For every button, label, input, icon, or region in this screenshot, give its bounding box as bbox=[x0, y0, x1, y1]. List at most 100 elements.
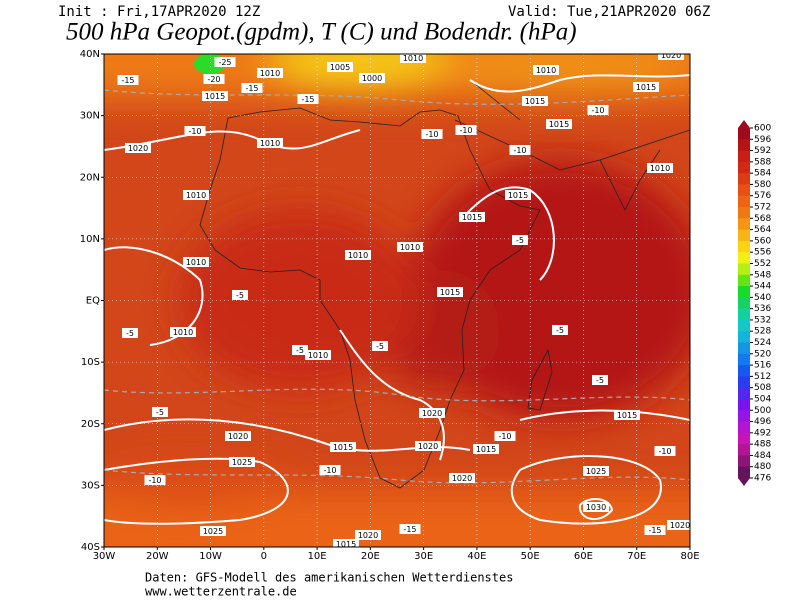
temperature-label: -25 bbox=[218, 58, 231, 67]
colorbar-tick-label: 484 bbox=[754, 451, 771, 461]
colorbar-tick-label: 496 bbox=[754, 417, 771, 427]
pressure-label: 1010 bbox=[348, 251, 368, 260]
pressure-label-box bbox=[583, 466, 609, 476]
pressure-label: 1010 bbox=[186, 191, 206, 200]
pressure-label: 1020 bbox=[418, 442, 438, 451]
temperature-label-box bbox=[319, 465, 341, 475]
colorbar-tick-label: 588 bbox=[754, 157, 771, 167]
colorbar-swatch bbox=[738, 365, 750, 377]
pressure-label: 1020 bbox=[228, 432, 248, 441]
temperature-label-box bbox=[372, 341, 388, 351]
pressure-label-box bbox=[533, 65, 559, 75]
lat-tick-label: 20N bbox=[80, 172, 100, 183]
pressure-label: 1020 bbox=[452, 474, 472, 483]
lon-tick-label: 10W bbox=[199, 551, 222, 562]
pressure-label-box bbox=[473, 444, 499, 454]
colorbar-swatch bbox=[738, 421, 750, 434]
colorbar-swatch bbox=[738, 128, 750, 140]
pressure-label-box bbox=[257, 68, 283, 78]
temperature-label-box bbox=[214, 57, 236, 67]
colorbar-swatch bbox=[738, 252, 750, 264]
lon-tick-label: 30W bbox=[93, 551, 116, 562]
colorbar-swatch bbox=[738, 150, 750, 163]
pressure-label-box bbox=[397, 242, 423, 252]
colorbar-tick-label: 580 bbox=[754, 180, 771, 190]
temperature-label: -15 bbox=[301, 95, 314, 104]
isotherms bbox=[104, 89, 690, 484]
temperature-label-box bbox=[241, 83, 263, 93]
lat-tick-label: 30S bbox=[81, 480, 100, 491]
init-time: Init : Fri,17APR2020 12Z bbox=[58, 4, 260, 20]
colorbar-tip bbox=[738, 478, 750, 486]
colorbar-swatch bbox=[738, 218, 750, 231]
pressure-label-box bbox=[345, 250, 371, 260]
lat-tick-label: 30N bbox=[80, 111, 100, 122]
temperature-label: -10 bbox=[513, 146, 526, 155]
colorbar-tick-label: 516 bbox=[754, 361, 771, 371]
lon-tick-label: 0 bbox=[261, 551, 267, 562]
pressure-label: 1010 bbox=[308, 351, 328, 360]
colorbar-swatch bbox=[738, 398, 750, 411]
pressure-label: 1015 bbox=[440, 288, 460, 297]
title: 500 hPa Geopot.(gpdm), T (C) und Bodendr… bbox=[66, 19, 577, 46]
pressure-label: 1030 bbox=[586, 503, 606, 512]
pressure-label-box bbox=[633, 82, 659, 92]
colorbar-tick-label: 572 bbox=[754, 203, 771, 213]
colorbar-swatch bbox=[738, 410, 750, 423]
colorbar-swatch bbox=[738, 353, 750, 366]
colorbar-swatch bbox=[738, 342, 750, 355]
colorbar-tick-label: 596 bbox=[754, 135, 771, 145]
lat-tick-label: 40N bbox=[80, 49, 100, 60]
colorbar-tick-label: 552 bbox=[754, 259, 771, 269]
colorbar-tick-label: 492 bbox=[754, 428, 771, 438]
pressure-label: 1015 bbox=[333, 443, 353, 452]
colorbar-tick-label: 540 bbox=[754, 293, 771, 303]
pressure-label: 1015 bbox=[476, 445, 496, 454]
colorbar-swatch bbox=[738, 319, 750, 332]
pressure-label: 1025 bbox=[586, 467, 606, 476]
pressure-label-box bbox=[505, 190, 531, 200]
temperature-label-box bbox=[399, 524, 421, 534]
temperature-label-box bbox=[421, 129, 443, 139]
pressure-label-box bbox=[400, 54, 426, 63]
colorbar-tick-label: 532 bbox=[754, 315, 771, 325]
pressure-label: 1025 bbox=[203, 527, 223, 536]
pressure-label-box bbox=[359, 73, 385, 83]
temperature-label-box bbox=[232, 290, 248, 300]
colorbar-tick-label: 568 bbox=[754, 214, 771, 224]
lon-tick-label: 50E bbox=[521, 551, 540, 562]
pressure-label: 1010 bbox=[260, 139, 280, 148]
pressure-label-box bbox=[229, 457, 255, 467]
temperature-label-box bbox=[552, 325, 568, 335]
lon-tick-label: 20W bbox=[146, 551, 169, 562]
colorbar-tick-label: 500 bbox=[754, 406, 771, 416]
colorbar-tick-label: 544 bbox=[754, 282, 771, 292]
pressure-label-box bbox=[355, 530, 381, 540]
temperature-label: -10 bbox=[498, 432, 511, 441]
colorbar-swatch bbox=[738, 240, 750, 253]
colorbar-tick-label: 480 bbox=[754, 462, 771, 472]
colorbar-swatch bbox=[738, 263, 750, 276]
map-field: 1010 1005 1000 1010 1010 1015 1015 1015 1020 1010… bbox=[104, 54, 690, 547]
lon-tick-label: 60E bbox=[574, 551, 593, 562]
temperature-label: -5 bbox=[376, 342, 384, 351]
temperature-label: -5 bbox=[556, 326, 564, 335]
pressure-label: 1000 bbox=[362, 74, 382, 83]
pressure-label-box bbox=[200, 526, 226, 536]
pressure-label: 1010 bbox=[400, 243, 420, 252]
pressure-label-box bbox=[125, 143, 151, 153]
colorbar-swatch bbox=[738, 297, 750, 310]
axes: 30W 20W 10W 0 10E 20E 30E 40E 50E 60E 70E 80E 40N 30N… bbox=[80, 49, 700, 562]
colorbar-swatch bbox=[738, 274, 750, 287]
colorbar-tick-label: 476 bbox=[754, 474, 771, 484]
pressure-label: 1020 bbox=[422, 409, 442, 418]
colorbar: 6005965925885845805765725685645605565525… bbox=[738, 120, 771, 486]
pressure-label-box bbox=[459, 212, 485, 222]
lon-tick-label: 20E bbox=[361, 551, 380, 562]
pressure-label: 1005 bbox=[330, 63, 350, 72]
temperature-label-box bbox=[592, 375, 608, 385]
temperature-label: -10 bbox=[188, 127, 201, 136]
pressure-label: 1010 bbox=[403, 54, 423, 63]
pressure-label: 1010 bbox=[173, 328, 193, 337]
